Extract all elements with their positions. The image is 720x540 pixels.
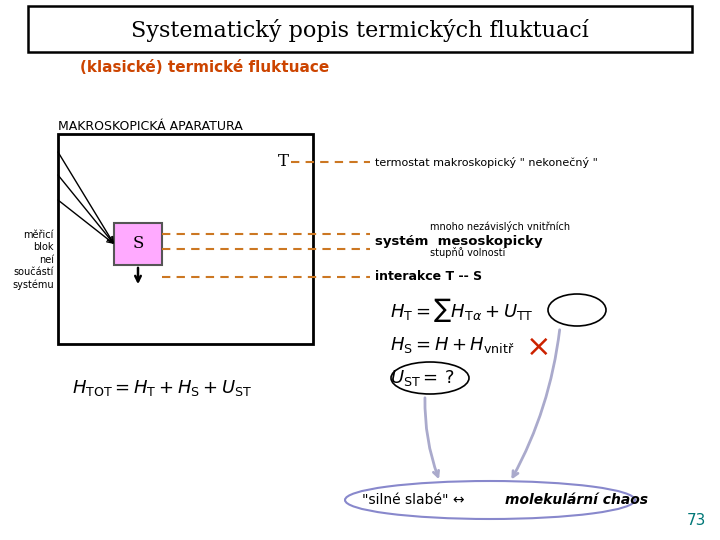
Bar bbox=[28, 6, 692, 52]
Text: stupňů volnosti: stupňů volnosti bbox=[430, 246, 505, 258]
Text: termostat makroskopický " nekonečný ": termostat makroskopický " nekonečný " bbox=[375, 157, 598, 167]
Text: $H_{\mathrm{T}} = \sum H_{\mathrm{T}\alpha} + U_{\mathrm{TT}}$: $H_{\mathrm{T}} = \sum H_{\mathrm{T}\alp… bbox=[390, 296, 534, 324]
Text: (klasické) termické fluktuace: (klasické) termické fluktuace bbox=[80, 60, 329, 76]
Bar bbox=[114, 223, 162, 265]
Text: $U_{\mathrm{ST}} = \,?$: $U_{\mathrm{ST}} = \,?$ bbox=[390, 368, 454, 388]
Text: "silné slabé" ↔: "silné slabé" ↔ bbox=[362, 493, 469, 507]
Text: MAKROSKOPICKÁ APARATURA: MAKROSKOPICKÁ APARATURA bbox=[58, 119, 243, 132]
Text: systém  mesoskopicky: systém mesoskopicky bbox=[375, 234, 543, 247]
Text: T: T bbox=[277, 153, 289, 171]
Bar bbox=[58, 134, 313, 344]
Text: $\times$: $\times$ bbox=[526, 333, 549, 361]
Text: molekulární chaos: molekulární chaos bbox=[505, 493, 648, 507]
Text: $H_{\mathrm{S}} = H + H_{\mathrm{vnitř}}$: $H_{\mathrm{S}} = H + H_{\mathrm{vnitř}}… bbox=[390, 335, 515, 355]
Text: interakce T -- S: interakce T -- S bbox=[375, 271, 482, 284]
Text: mnoho nezávislých vnitřních: mnoho nezávislých vnitřních bbox=[430, 221, 570, 233]
Text: S: S bbox=[132, 235, 144, 253]
Text: $H_{\mathrm{TOT}} = H_{\mathrm{T}} + H_{\mathrm{S}} + U_{\mathrm{ST}}$: $H_{\mathrm{TOT}} = H_{\mathrm{T}} + H_{… bbox=[72, 378, 252, 398]
Text: Systematický popis termických fluktuací: Systematický popis termických fluktuací bbox=[131, 18, 589, 42]
Text: 73: 73 bbox=[687, 513, 706, 528]
Text: měřicí
blok
neí
součástí
systému: měřicí blok neí součástí systému bbox=[12, 230, 54, 291]
